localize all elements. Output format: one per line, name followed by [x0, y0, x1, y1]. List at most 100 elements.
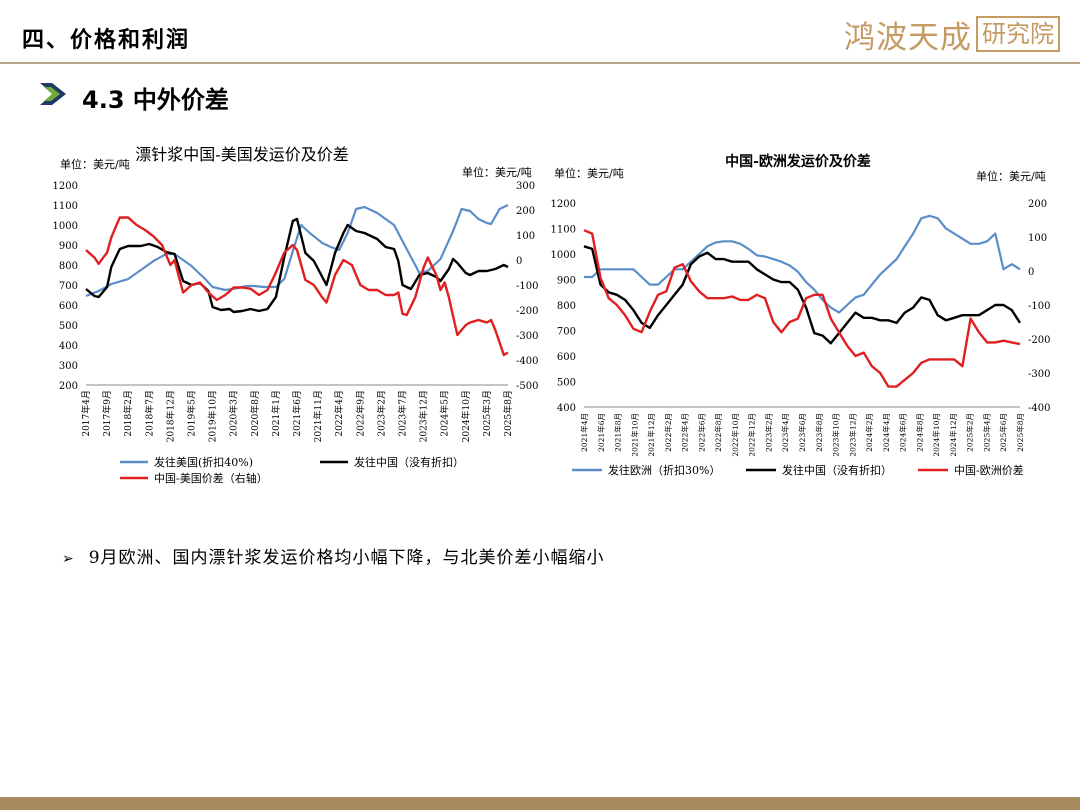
x-tick-label: 2021年10月: [629, 413, 639, 457]
x-tick-label: 2023年4月: [780, 413, 790, 452]
legend-label: 发往中国（没有折扣）: [354, 455, 464, 469]
right-axis-unit: 单位：美元/吨: [462, 165, 532, 179]
x-tick-label: 2022年4月: [333, 390, 345, 437]
right-tick-label: 0: [516, 256, 522, 267]
logo-text: 鸿波天成: [844, 19, 972, 56]
series-line-1: [583, 245, 1022, 345]
left-tick-label: 1000: [551, 250, 576, 261]
x-tick-label: 2023年6月: [797, 413, 807, 452]
right-tick-label: -200: [1028, 335, 1050, 346]
brand-logo: 鸿波天成 研究院: [844, 14, 1060, 56]
x-tick-label: 2025年6月: [998, 413, 1008, 452]
right-tick-label: -400: [1028, 403, 1050, 414]
x-tick-label: 2020年8月: [249, 390, 261, 437]
x-tick-label: 2025年3月: [481, 390, 493, 437]
x-tick-label: 2022年6月: [696, 413, 706, 452]
x-tick-label: 2022年4月: [680, 413, 690, 452]
left-axis-unit: 单位：美元/吨: [554, 166, 624, 180]
x-tick-label: 2021年6月: [291, 390, 303, 437]
right-tick-label: 100: [1028, 233, 1047, 244]
right-tick-label: -300: [516, 331, 538, 342]
x-tick-label: 2023年2月: [375, 390, 387, 437]
right-axis-unit: 单位：美元/吨: [976, 169, 1046, 183]
right-tick-label: -100: [1028, 301, 1050, 312]
left-tick-label: 700: [59, 281, 78, 292]
header-divider: [0, 62, 1080, 64]
x-tick-label: 2023年7月: [397, 390, 409, 437]
series-line-2: [583, 229, 1021, 388]
right-tick-label: 300: [516, 181, 535, 192]
right-tick-label: -300: [1028, 369, 1050, 380]
x-tick-label: 2024年6月: [898, 413, 908, 452]
x-tick-label: 2025年8月: [1015, 413, 1025, 452]
x-tick-label: 2021年4月: [579, 413, 589, 452]
left-tick-label: 1000: [53, 221, 78, 232]
left-tick-label: 400: [557, 403, 576, 414]
left-tick-label: 500: [59, 321, 78, 332]
x-tick-label: 2021年12月: [646, 413, 656, 457]
x-tick-label: 2023年12月: [418, 390, 430, 442]
x-tick-label: 2019年10月: [207, 390, 219, 442]
right-tick-label: -500: [516, 381, 538, 392]
x-tick-label: 2022年8月: [713, 413, 723, 452]
left-tick-label: 500: [557, 378, 576, 389]
bullet-point: ➢ 9月欧洲、国内漂针浆发运价格均小幅下降，与北美价差小幅缩小: [62, 543, 605, 568]
x-tick-label: 2025年8月: [502, 390, 514, 437]
series-line-0: [85, 204, 509, 298]
right-tick-label: -400: [516, 356, 538, 367]
left-tick-label: 900: [59, 241, 78, 252]
x-tick-label: 2024年10月: [931, 413, 941, 457]
chart-title: 漂针浆中国-美国发运价及价差: [135, 145, 348, 164]
x-tick-label: 2024年10月: [460, 390, 472, 442]
x-tick-label: 2022年9月: [354, 390, 366, 437]
x-tick-label: 2022年12月: [747, 413, 757, 457]
x-tick-label: 2021年8月: [613, 413, 623, 452]
left-tick-label: 900: [557, 276, 576, 287]
x-tick-label: 2020年3月: [228, 390, 240, 437]
left-tick-label: 800: [557, 301, 576, 312]
series-line-2: [85, 216, 509, 357]
chart-title: 中国-欧洲发运价及价差: [725, 153, 871, 170]
x-tick-label: 2021年6月: [596, 413, 606, 452]
x-tick-label: 2024年4月: [881, 413, 891, 452]
x-tick-label: 2019年5月: [186, 390, 198, 437]
left-tick-label: 1200: [53, 181, 78, 192]
left-tick-label: 400: [59, 341, 78, 352]
left-axis-unit: 单位：美元/吨: [60, 157, 130, 171]
right-tick-label: 200: [1028, 199, 1047, 210]
legend-label: 中国-欧洲价差: [954, 463, 1024, 477]
left-tick-label: 600: [59, 301, 78, 312]
arrow-bullet-icon: ➢: [62, 551, 75, 567]
right-tick-label: -200: [516, 306, 538, 317]
x-tick-label: 2023年8月: [814, 413, 824, 452]
left-tick-label: 600: [557, 352, 576, 363]
left-tick-label: 800: [59, 261, 78, 272]
bullet-text: 9月欧洲、国内漂针浆发运价格均小幅下降，与北美价差小幅缩小: [88, 548, 605, 568]
x-tick-label: 2024年8月: [914, 413, 924, 452]
china-us-price-chart: 漂针浆中国-美国发运价及价差单位：美元/吨单位：美元/吨200300400500…: [53, 145, 539, 485]
left-tick-label: 300: [59, 361, 78, 372]
right-tick-label: 200: [516, 206, 535, 217]
x-tick-label: 2023年12月: [847, 413, 857, 457]
x-tick-label: 2025年2月: [965, 413, 975, 452]
legend-label: 发往中国（没有折扣）: [782, 463, 892, 477]
x-tick-label: 2023年10月: [831, 413, 841, 457]
right-tick-label: 100: [516, 231, 535, 242]
x-tick-label: 2022年10月: [730, 413, 740, 457]
left-tick-label: 1100: [53, 201, 78, 212]
x-tick-label: 2022年2月: [663, 413, 673, 452]
right-tick-label: -100: [516, 281, 538, 292]
logo-boxed-text: 研究院: [976, 16, 1060, 52]
right-tick-label: 0: [1028, 267, 1034, 278]
series-line-0: [584, 214, 1021, 314]
left-tick-label: 1200: [551, 199, 576, 210]
left-tick-label: 700: [557, 327, 576, 338]
chevron-right-icon: [40, 83, 66, 105]
page-header-title: 四、价格和利润: [22, 28, 191, 53]
x-tick-label: 2021年11月: [312, 390, 324, 442]
legend-label: 发往美国(折扣40%): [154, 455, 253, 469]
x-tick-label: 2024年12月: [948, 413, 958, 457]
left-tick-label: 1100: [551, 225, 576, 236]
x-tick-label: 2017年9月: [101, 390, 113, 437]
